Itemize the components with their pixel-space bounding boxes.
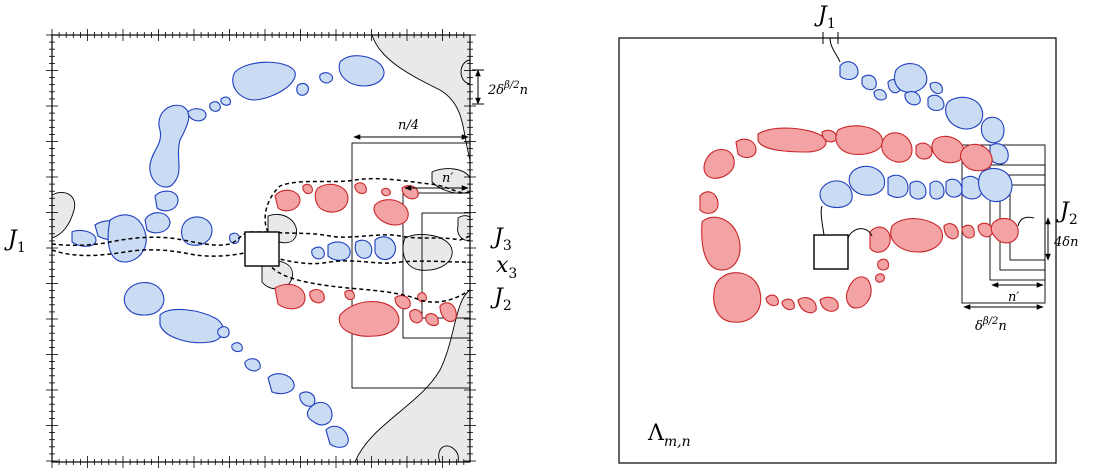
right-panel: J1 J2 4δn n′ δβ/2n Λm,n <box>618 3 1078 464</box>
left-blue-clusters <box>71 55 396 448</box>
label-gap: 2δβ/2n <box>487 80 528 98</box>
label-lambda: Λm,n <box>647 421 691 450</box>
left-panel: J1 J3 x3 J2 n/4 n′ 2δβ/2n <box>4 29 528 468</box>
label-n-prime-left: n′ <box>442 171 453 186</box>
label-j1-right: J1 <box>814 3 836 32</box>
connector-square-right <box>847 228 873 239</box>
label-j2-right: J2 <box>1056 199 1078 228</box>
grey-region-bottom-right <box>354 289 471 463</box>
dashed-envelope-bottom <box>267 261 471 303</box>
label-delta: δβ/2n <box>975 316 1007 334</box>
dashed-path-lower <box>51 249 470 265</box>
left-red-clusters <box>274 182 457 337</box>
label-n-quarter: n/4 <box>398 118 419 133</box>
dashed-path <box>51 231 471 247</box>
label-x3: x3 <box>496 253 517 282</box>
grey-blob-right-mid <box>402 234 453 271</box>
grey-blob-left <box>51 191 76 239</box>
label-n-prime-right: n′ <box>1008 290 1019 305</box>
j1-connector <box>829 37 841 63</box>
label-j2-left: J2 <box>490 285 512 314</box>
connector-j2 <box>1017 216 1035 227</box>
grey-region-top-right <box>371 34 471 161</box>
dashed-envelope-top <box>264 177 471 233</box>
grey-bump-bottom-right <box>438 445 459 463</box>
center-square <box>244 231 280 267</box>
right-red-clusters <box>699 125 1019 323</box>
label-j3: J3 <box>490 225 512 254</box>
right-blue-clusters <box>819 61 1013 209</box>
center-square-right <box>813 234 849 270</box>
label-j1-left: J1 <box>4 227 26 256</box>
connector-square-top <box>820 205 825 236</box>
label-4delta: 4δn <box>1053 235 1078 250</box>
